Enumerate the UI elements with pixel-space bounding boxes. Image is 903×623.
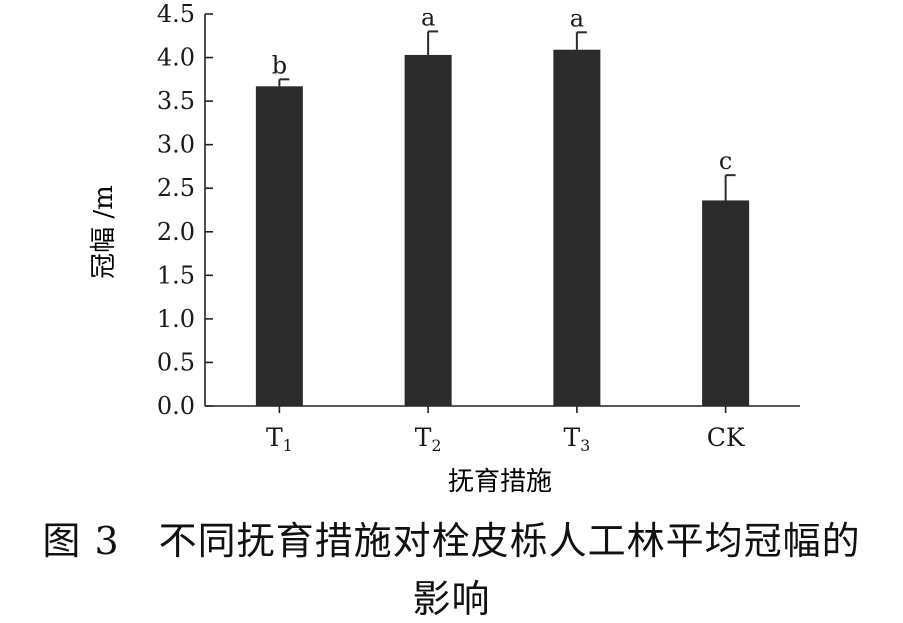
figure-caption: 图 3 不同抚育措施对栓皮栎人工林平均冠幅的 xyxy=(42,519,861,563)
y-tick-label: 4.0 xyxy=(157,44,195,72)
y-tick-label: 3.0 xyxy=(157,131,195,159)
x-tick-label: T2 xyxy=(415,423,442,455)
significance-letter: c xyxy=(719,147,732,175)
y-tick-label: 2.5 xyxy=(157,174,195,202)
significance-letter: b xyxy=(272,51,287,79)
x-tick-label: T3 xyxy=(563,423,590,455)
bar xyxy=(255,86,303,407)
significance-letter: a xyxy=(570,4,584,32)
x-tick-label: T1 xyxy=(266,423,293,455)
bar-chart: 0.00.51.01.52.02.53.03.54.04.5 T1 T2 T3 CK … xyxy=(89,0,800,497)
significance-letter: a xyxy=(421,3,435,31)
y-tick-label: 4.5 xyxy=(157,0,195,28)
y-tick-label: 0.5 xyxy=(157,348,195,376)
y-tick-label: 3.5 xyxy=(157,87,195,115)
x-axis: T1 T2 T3 CK xyxy=(205,405,800,455)
bar xyxy=(553,49,601,407)
y-axis: 0.0 0.5 1.0 1.5 2.0 2.5 3.0 3.5 4.0 4.5 xyxy=(157,0,213,420)
bar xyxy=(702,200,750,406)
figure-caption-continued: 影响 xyxy=(412,577,491,621)
y-tick-label: 2.0 xyxy=(157,218,195,246)
bars: b a a c xyxy=(255,3,750,407)
bar xyxy=(404,54,452,406)
y-tick-label: 0.0 xyxy=(157,392,195,420)
y-axis-label: 冠幅 /m xyxy=(89,185,119,279)
x-axis-label: 抚育措施 xyxy=(448,467,552,497)
y-tick-label: 1.0 xyxy=(157,305,195,333)
x-tick-label: CK xyxy=(707,423,746,452)
y-tick-label: 1.5 xyxy=(157,261,195,289)
